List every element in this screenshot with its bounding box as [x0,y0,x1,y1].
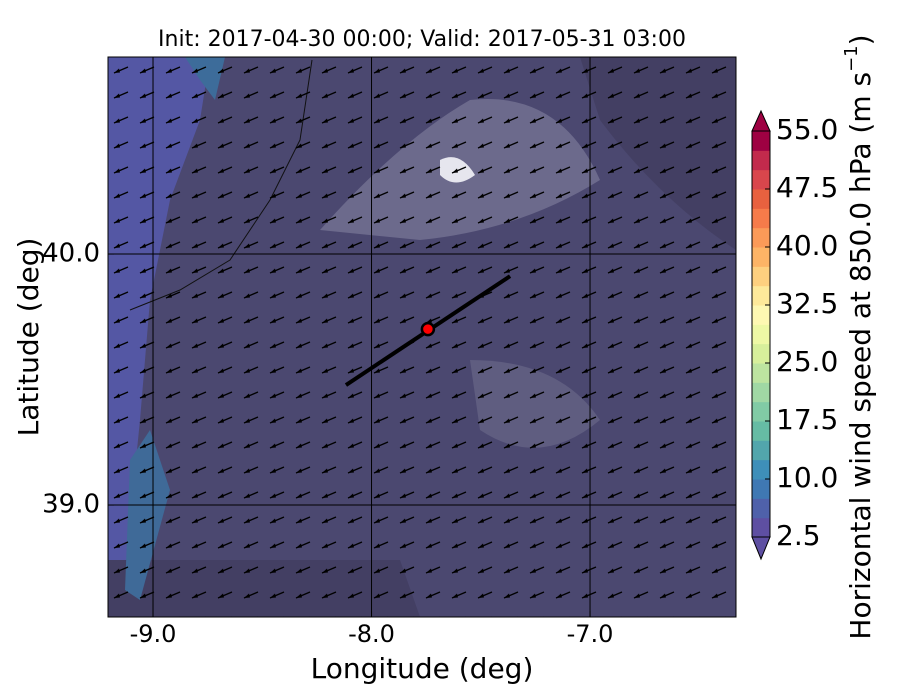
colorbar-band [752,305,770,325]
x-tick-label: -7.0 [567,620,614,648]
colorbar-band [752,131,770,151]
colorbar-band [752,459,770,480]
colorbar-band [752,421,770,441]
colorbar-band [752,150,770,171]
colorbar-tick-label: 32.5 [776,287,838,320]
colorbar-band [752,382,770,403]
location-point [420,321,436,337]
colorbar-tick-label: 40.0 [776,229,838,262]
colorbar-band [752,285,770,306]
colorbar-label-end: ) [844,34,877,45]
colorbar-band [752,227,770,248]
colorbar-label: Horizontal wind speed at 850.0 hPa (m s−… [841,34,877,639]
y-axis-label: Latitude (deg) [12,238,45,437]
colorbar-band [752,343,770,364]
colorbar-extend-low [751,536,771,561]
x-axis-label: Longitude (deg) [311,652,534,685]
x-tick-label: -9.0 [130,620,177,648]
colorbar-band [752,401,770,422]
colorbar-tick-label: 17.5 [776,403,838,436]
colorbar-band [752,247,770,267]
colorbar-tick-label: 25.0 [776,345,838,378]
colorbar-band [752,479,770,499]
colorbar-band [752,169,770,190]
y-tick-label: 39.0 [42,490,100,520]
grid [108,57,736,617]
colorbar-frame [751,130,771,538]
colorbar-band [752,208,770,229]
colorbar-tick-label: 10.0 [776,461,838,494]
chart-title: Init: 2017-04-30 00:00; Valid: 2017-05-3… [158,27,686,52]
colorbar-tick-label: 2.5 [776,519,821,552]
colorbar-label-exponent: −1 [841,45,862,72]
colorbar-label-text: Horizontal wind speed at 850.0 hPa (m s [844,72,877,640]
map-background [108,57,736,617]
colorbar-band [752,266,770,287]
colorbar-band [752,324,770,345]
colorbar-extend-high [751,109,771,132]
colorbar-tick-label: 47.5 [776,171,838,204]
y-tick-label: 40.0 [42,239,100,269]
colorbar-band [752,440,770,461]
colorbar-band [752,498,770,519]
colorbar-band [752,363,770,383]
plot-frame [107,56,737,618]
colorbar-band [752,189,770,209]
colorbar-band [752,517,770,538]
x-tick-label: -8.0 [348,620,395,648]
colorbar-tick-label: 55.0 [776,113,838,146]
